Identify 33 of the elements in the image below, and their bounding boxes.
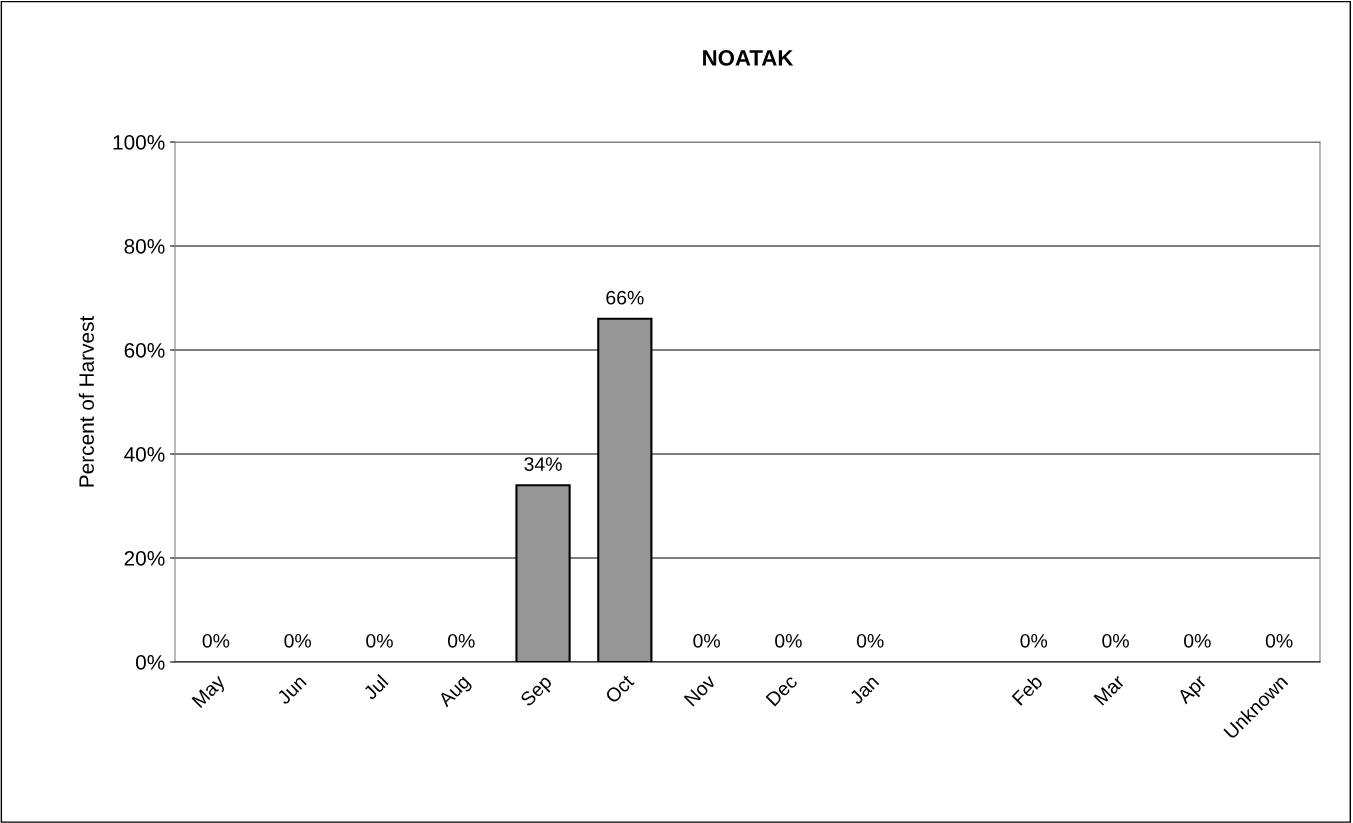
y-axis-title: Percent of Harvest bbox=[78, 315, 94, 487]
y-tick-label: 60% bbox=[124, 343, 165, 358]
y-tick-label: 80% bbox=[124, 239, 165, 254]
x-tick-label: Jun bbox=[276, 674, 307, 706]
y-tick-label: 20% bbox=[124, 551, 165, 566]
data-label: 0% bbox=[856, 633, 884, 648]
x-tick-label: Jan bbox=[848, 674, 880, 706]
data-label: 0% bbox=[775, 633, 802, 648]
x-tick-label: Jul bbox=[362, 674, 389, 701]
x-tick-label: Aug bbox=[437, 674, 474, 711]
x-tick-label: Feb bbox=[1011, 673, 1044, 706]
data-label: 66% bbox=[606, 290, 644, 305]
data-label: 0% bbox=[284, 633, 312, 648]
data-label: 0% bbox=[202, 633, 230, 648]
data-label: 0% bbox=[1265, 633, 1293, 648]
x-tick-label: Apr bbox=[1176, 673, 1210, 708]
x-tick-label: Oct bbox=[604, 673, 635, 704]
y-tick-label: 40% bbox=[124, 447, 165, 462]
data-label: 0% bbox=[447, 633, 475, 648]
y-tick-label: 0% bbox=[135, 655, 165, 670]
y-tick-label: 100% bbox=[113, 135, 165, 150]
x-tick-label: Sep bbox=[519, 674, 556, 710]
data-label: 34% bbox=[524, 457, 562, 471]
data-label: 0% bbox=[1020, 633, 1048, 648]
chart-title: NOATAK bbox=[703, 50, 794, 66]
data-label: 0% bbox=[693, 633, 720, 648]
data-label: 0% bbox=[1184, 633, 1211, 648]
x-tick-label: Nov bbox=[683, 673, 717, 707]
data-label: 0% bbox=[366, 633, 393, 648]
x-tick-label: Dec bbox=[765, 673, 799, 707]
x-tick-label: May bbox=[191, 673, 229, 711]
data-label: 0% bbox=[1102, 633, 1129, 648]
x-tick-label: Mar bbox=[1093, 673, 1126, 706]
